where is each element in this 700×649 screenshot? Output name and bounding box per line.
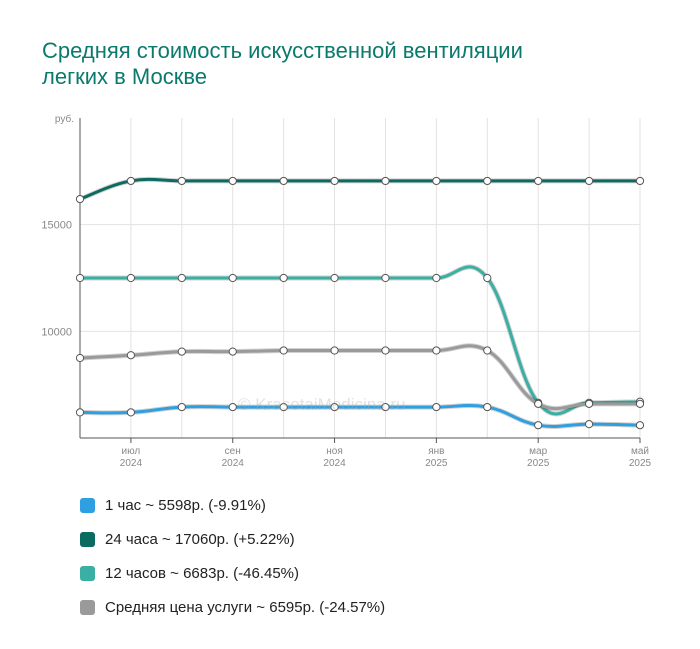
data-point	[228, 176, 237, 186]
data-point	[381, 402, 390, 412]
data-point	[279, 346, 288, 355]
data-point	[635, 421, 645, 430]
data-point	[228, 347, 237, 356]
data-point	[432, 176, 441, 186]
series-1h	[75, 402, 645, 430]
data-point	[534, 176, 543, 186]
x-tick-year: 2024	[323, 458, 346, 469]
data-point	[432, 346, 441, 355]
data-point	[75, 353, 85, 363]
series-line	[78, 177, 642, 201]
x-tick-label: июл	[122, 446, 141, 457]
data-point	[381, 273, 390, 283]
chart-axes: 1000015000руб.июл2024сен2024ноя2024янв20…	[41, 113, 651, 469]
data-point	[483, 176, 492, 186]
legend-swatch	[80, 531, 95, 547]
x-tick-year: 2024	[120, 458, 143, 469]
data-point	[534, 399, 543, 408]
x-tick-label: май	[631, 446, 649, 457]
x-tick-label: ноя	[326, 446, 343, 457]
legend-label: Средняя цена услуги ~ 6595р. (-24.57%)	[105, 598, 386, 616]
chart-title: Средняя стоимость искусственной вентиляц…	[42, 38, 523, 89]
legend-item-average[interactable]: Средняя цена услуги ~ 6595р. (-24.57%)	[80, 590, 385, 624]
data-point	[635, 176, 645, 186]
data-point	[75, 194, 85, 204]
data-point	[126, 408, 136, 417]
data-point	[330, 176, 339, 186]
data-point	[381, 346, 390, 355]
data-point	[584, 420, 594, 429]
data-point	[635, 399, 645, 408]
data-point	[584, 176, 594, 186]
chart-series	[75, 176, 645, 430]
line-chart: 1000015000руб.июл2024сен2024ноя2024янв20…	[41, 113, 651, 469]
data-point	[126, 351, 136, 360]
data-point	[483, 402, 492, 412]
x-tick-label: янв	[428, 446, 444, 457]
x-tick-year: 2025	[527, 458, 550, 469]
x-tick-year: 2024	[222, 458, 245, 469]
x-tick-label: сен	[225, 446, 241, 457]
legend-item-12h[interactable]: 12 часов ~ 6683р. (-46.45%)	[80, 556, 385, 590]
legend-label: 24 часа ~ 17060р. (+5.22%)	[105, 530, 295, 548]
series-line	[78, 265, 642, 416]
y-tick-label: 15000	[41, 220, 72, 232]
legend: 1 час ~ 5598р. (-9.91%) 24 часа ~ 17060р…	[80, 488, 385, 624]
data-point	[330, 273, 339, 283]
x-tick-label: мар	[529, 446, 547, 457]
watermark: © KrasotaiMedicina.ru	[238, 395, 406, 414]
legend-item-24h[interactable]: 24 часа ~ 17060р. (+5.22%)	[80, 522, 385, 556]
y-tick-label: 10000	[41, 326, 72, 338]
data-point	[381, 176, 390, 186]
data-point	[177, 176, 186, 186]
series-line	[78, 403, 642, 428]
data-point	[279, 176, 288, 186]
series-line-shadow	[77, 264, 643, 417]
series-average	[75, 343, 645, 412]
data-point	[432, 402, 441, 412]
data-point	[534, 421, 543, 430]
data-point	[75, 273, 85, 283]
data-point	[330, 402, 339, 412]
data-point	[177, 273, 186, 283]
x-tick-year: 2025	[425, 458, 448, 469]
legend-swatch	[80, 599, 95, 615]
series-24h	[75, 176, 645, 204]
data-point	[432, 273, 441, 283]
data-point	[279, 402, 288, 412]
data-point	[228, 402, 237, 412]
legend-label: 1 час ~ 5598р. (-9.91%)	[105, 496, 266, 514]
x-tick-year: 2025	[629, 458, 652, 469]
y-axis-label: руб.	[55, 113, 74, 125]
data-point	[483, 346, 492, 355]
series-12h	[75, 264, 645, 417]
legend-label: 12 часов ~ 6683р. (-46.45%)	[105, 564, 299, 582]
data-point	[177, 347, 186, 356]
data-point	[330, 346, 339, 355]
data-point	[126, 273, 136, 283]
data-point	[228, 273, 237, 283]
data-point	[126, 176, 136, 186]
legend-item-1h[interactable]: 1 час ~ 5598р. (-9.91%)	[80, 488, 385, 522]
data-point	[177, 402, 186, 412]
legend-swatch	[80, 565, 95, 581]
data-point	[75, 408, 85, 417]
data-point	[584, 399, 594, 408]
legend-swatch	[80, 497, 95, 513]
data-point	[279, 273, 288, 283]
data-point	[483, 273, 492, 283]
